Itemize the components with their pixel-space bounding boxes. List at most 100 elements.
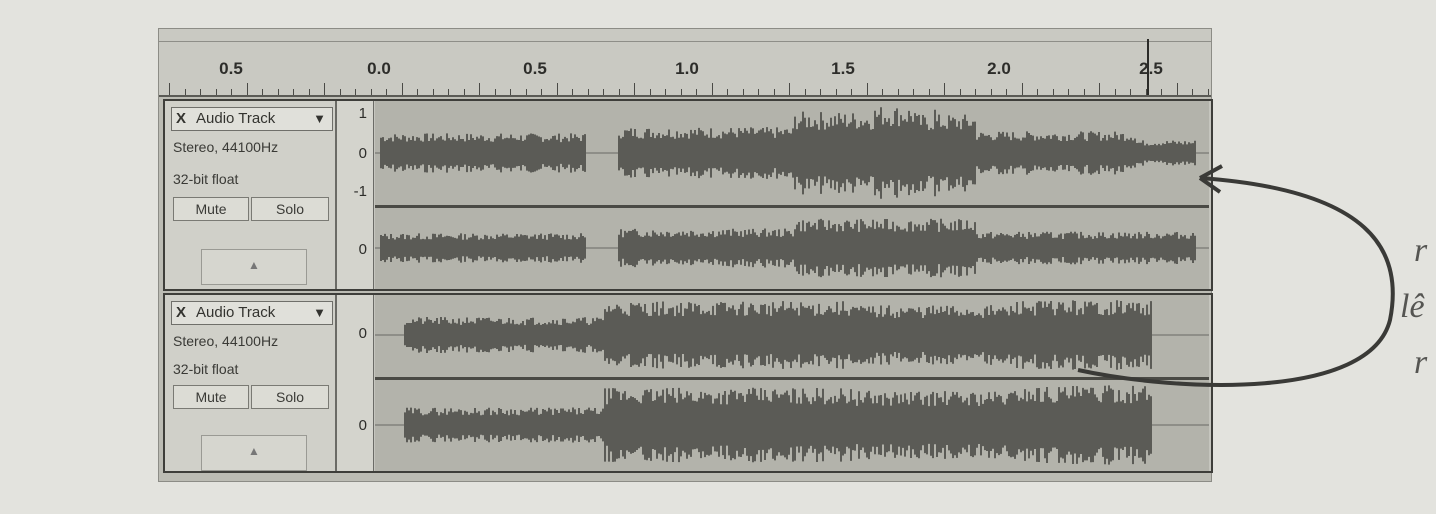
ruler-tick	[215, 89, 217, 95]
track-bitdepth: 32-bit float	[173, 171, 239, 187]
mute-button[interactable]: Mute	[173, 197, 249, 221]
ruler-tick	[417, 89, 418, 95]
ruler-tick	[308, 89, 310, 95]
ruler-label: 1.5	[831, 59, 855, 78]
ruler-tick	[975, 89, 976, 95]
ruler-tick	[618, 89, 620, 95]
ruler-label: 0.0	[367, 59, 391, 78]
ruler-tick	[355, 89, 356, 95]
close-icon[interactable]: X	[176, 304, 187, 321]
waveform-area[interactable]	[375, 101, 1209, 289]
solo-button[interactable]: Solo	[251, 197, 329, 221]
scale-label-zero-ch2: 0	[358, 417, 367, 434]
ruler-tick	[1052, 89, 1054, 95]
amplitude-scale: 1 0 -1 0	[337, 101, 374, 289]
ruler-tick	[665, 89, 666, 95]
ruler-tick	[804, 89, 806, 95]
track-control-panel: X Audio Track ▼ Stereo, 44100Hz 32-bit f…	[165, 101, 337, 289]
ruler-tick	[1130, 89, 1131, 95]
audio-track-1: X Audio Track ▼ Stereo, 44100Hz 32-bit f…	[163, 99, 1213, 291]
ruler-tick	[742, 89, 744, 95]
ruler-tick	[1006, 89, 1007, 95]
ruler-label: 0.5	[219, 59, 243, 78]
ruler-tick	[727, 89, 728, 95]
ruler-tick	[572, 89, 573, 95]
track-control-panel: X Audio Track ▼ Stereo, 44100Hz 32-bit f…	[165, 295, 337, 471]
ruler-tick	[944, 83, 945, 95]
waveform-left-channel	[375, 107, 1209, 199]
ruler-tick	[603, 89, 604, 95]
mute-button[interactable]: Mute	[173, 385, 249, 409]
ruler-tick	[897, 89, 899, 95]
ruler-tick	[882, 89, 883, 95]
collapse-button[interactable]: ▲	[201, 249, 307, 285]
ruler-tick	[587, 89, 589, 95]
ruler-tick	[246, 83, 248, 95]
ruler-tick	[1192, 89, 1193, 95]
ruler-tick	[789, 83, 790, 95]
track-name-dropdown[interactable]: X Audio Track ▼	[171, 107, 333, 131]
ruler-tick	[990, 89, 992, 95]
ruler-tick	[370, 89, 372, 95]
audio-track-2: X Audio Track ▼ Stereo, 44100Hz 32-bit f…	[163, 293, 1213, 473]
ruler-tick	[386, 89, 387, 95]
audio-editor-window: 0.5 0.0 0.5 1.0 1.5 2.0 2.5 X Audio Trac…	[158, 28, 1213, 482]
ruler-tick	[1068, 89, 1069, 95]
close-icon[interactable]: X	[176, 110, 187, 127]
ruler-tick	[479, 83, 480, 95]
ruler-tick	[510, 89, 511, 95]
waveform-right-channel	[375, 385, 1209, 465]
waveform-area[interactable]	[375, 295, 1209, 471]
track-format: Stereo, 44100Hz	[173, 333, 279, 349]
scale-label-top: 1	[358, 105, 367, 122]
ruler-label: 2.5	[1139, 59, 1163, 78]
ruler-tick	[820, 89, 821, 95]
ruler-tick	[184, 89, 186, 95]
ruler-tick	[277, 89, 279, 95]
ruler-tick	[773, 89, 775, 95]
side-text-fragment: r	[1414, 232, 1428, 269]
ruler-tick	[696, 89, 697, 95]
ruler-tick	[231, 89, 232, 95]
chevron-down-icon[interactable]: ▼	[313, 111, 326, 126]
ruler-tick	[339, 89, 341, 95]
side-text-fragment: r	[1414, 344, 1428, 381]
ruler-label: 2.0	[987, 59, 1011, 78]
timeline-ruler[interactable]: 0.5 0.0 0.5 1.0 1.5 2.0 2.5	[159, 29, 1211, 97]
ruler-tick	[680, 89, 682, 95]
ruler-tick	[928, 89, 930, 95]
ruler-tick	[1083, 89, 1085, 95]
track-name: Audio Track	[196, 110, 276, 127]
ruler-label: 0.5	[523, 59, 547, 78]
ruler-tick	[1145, 89, 1147, 95]
track-format: Stereo, 44100Hz	[173, 139, 279, 155]
collapse-icon: ▲	[248, 444, 260, 458]
ruler-tick	[758, 89, 759, 95]
ruler-top-line	[159, 41, 1211, 42]
ruler-tick	[1161, 89, 1162, 95]
amplitude-scale: 0 0	[337, 295, 374, 471]
scale-label-zero-ch2: 0	[358, 241, 367, 258]
side-text-fragment: lê	[1400, 288, 1425, 325]
ruler-tick	[1176, 83, 1178, 95]
ruler-tick	[432, 89, 434, 95]
ruler-tick	[913, 89, 914, 95]
ruler-tick	[711, 83, 713, 95]
ruler-tick	[169, 83, 170, 95]
scale-label-zero: 0	[358, 325, 367, 342]
ruler-tick	[324, 83, 325, 95]
solo-button[interactable]: Solo	[251, 385, 329, 409]
ruler-tick	[293, 89, 294, 95]
ruler-tick	[200, 89, 201, 95]
playhead-marker[interactable]	[1147, 39, 1149, 95]
ruler-tick	[1021, 83, 1023, 95]
waveform-right-channel	[375, 218, 1209, 278]
chevron-down-icon[interactable]: ▼	[313, 305, 326, 320]
track-name-dropdown[interactable]: X Audio Track ▼	[171, 301, 333, 325]
ruler-label: 1.0	[675, 59, 699, 78]
waveform-left-channel	[375, 300, 1209, 370]
collapse-button[interactable]: ▲	[201, 435, 307, 471]
ruler-tick	[634, 83, 635, 95]
channel-divider	[375, 377, 1209, 380]
